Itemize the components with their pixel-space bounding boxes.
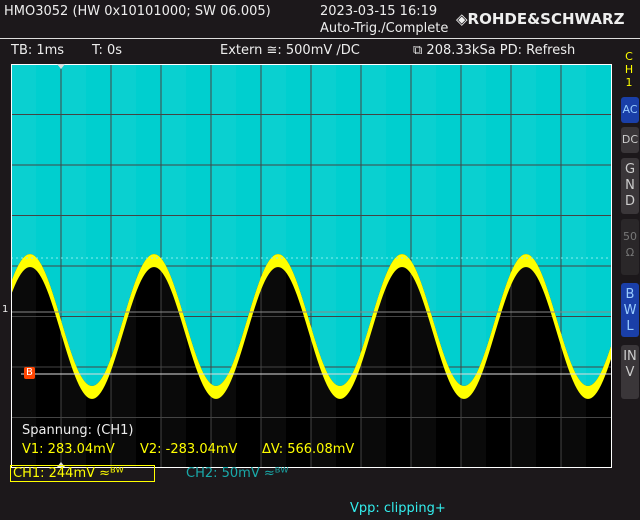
ch1-settings[interactable]: CH1: 244mV ≈ᴮᵂ xyxy=(10,465,155,482)
coupling-dc-button[interactable]: DC xyxy=(621,127,639,153)
coupling-ac-button[interactable]: AC xyxy=(621,97,639,123)
brand-logo: ◈ROHDE&SCHWARZ xyxy=(456,10,624,28)
cursor-b-marker[interactable]: B xyxy=(24,367,35,379)
header-divider xyxy=(0,38,640,39)
vpp-measurement: Vpp: clipping+ xyxy=(350,501,446,516)
trigger-position-marker xyxy=(57,64,65,69)
coupling-gnd-button[interactable]: GND xyxy=(621,158,639,214)
invert-button[interactable]: INV xyxy=(621,345,639,399)
cursor-delta-v: ΔV: 566.08mV xyxy=(262,442,355,457)
acquisition-icon: ⧉ xyxy=(413,43,427,58)
side-channel-label: CH1 xyxy=(624,50,634,89)
rs-diamond-icon: ◈ xyxy=(456,10,468,28)
ch1-level-marker[interactable]: 1 xyxy=(2,304,9,315)
trigger-time[interactable]: T: 0s xyxy=(92,43,123,58)
waveform-display[interactable] xyxy=(11,64,612,468)
acquisition-info[interactable]: ⧉ 208.33kSa PD: Refresh xyxy=(413,43,575,58)
ch2-settings[interactable]: CH2: 50mV ≈ᴮᵂ xyxy=(186,466,289,481)
bandwidth-limit-button[interactable]: BWL xyxy=(621,283,639,337)
brand-text: ROHDE&SCHWARZ xyxy=(467,10,625,28)
trigger-setting[interactable]: Extern ≅: 500mV ∕DC xyxy=(220,43,360,58)
trigger-status: Auto-Trig./Complete xyxy=(320,21,449,36)
impedance-50ohm-button: 50Ω xyxy=(621,219,639,275)
measurement-title: Spannung: (CH1) xyxy=(22,423,134,438)
cursor-v2: V2: -283.04mV xyxy=(140,442,238,457)
device-info: HMO3052 (HW 0x10101000; SW 06.005) xyxy=(4,4,271,19)
plot-border xyxy=(11,64,612,468)
datetime: 2023-03-15 16:19 xyxy=(320,4,438,19)
sample-rate: 208.33kSa PD: Refresh xyxy=(426,43,576,58)
timebase[interactable]: TB: 1ms xyxy=(11,43,65,58)
cursor-v1: V1: 283.04mV xyxy=(22,442,115,457)
